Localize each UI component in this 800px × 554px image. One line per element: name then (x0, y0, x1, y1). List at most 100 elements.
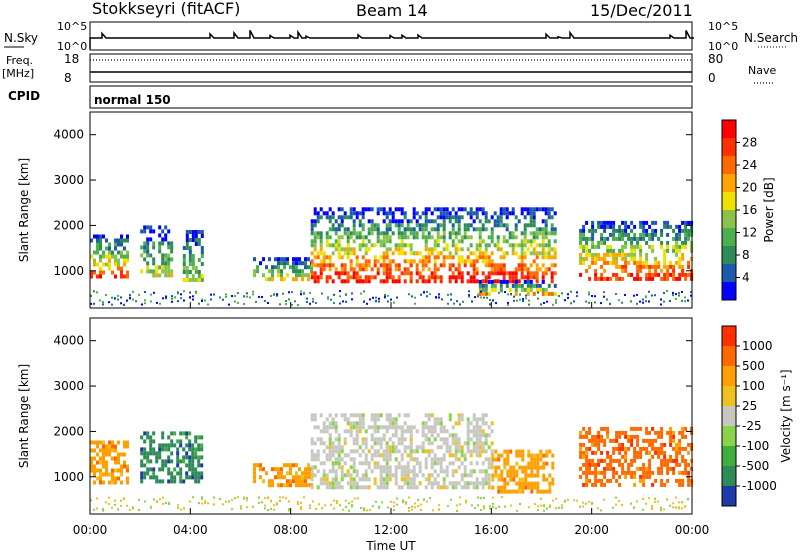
velocity-cell (657, 466, 661, 471)
velocity-cell (289, 479, 292, 484)
power-cell (385, 275, 389, 280)
scatter-cell (111, 303, 113, 306)
power-cell (520, 263, 524, 268)
velocity-cell (612, 470, 616, 475)
power-cell (382, 267, 386, 272)
velocity-cell (415, 457, 419, 462)
velocity-cell (445, 437, 449, 442)
velocity-cell (262, 479, 265, 484)
power-cell (152, 245, 156, 250)
date-label: 15/Dec/2011 (590, 1, 693, 20)
velocity-cell (358, 429, 362, 434)
power-cell (277, 265, 280, 270)
velocity-cell (90, 468, 93, 473)
velocity-cell (466, 441, 470, 446)
power-cell (511, 231, 515, 236)
power-cell (460, 235, 464, 240)
velocity-cell (397, 465, 401, 470)
velocity-cell (385, 461, 389, 466)
power-cell (439, 263, 443, 268)
velocity-cell (672, 470, 676, 475)
power-cell (334, 239, 338, 244)
power-cell (481, 291, 485, 296)
velocity-cell (687, 442, 691, 447)
velocity-cell (475, 441, 479, 446)
power-cell (126, 274, 129, 279)
power-cell (451, 243, 455, 248)
velocity-cell (397, 449, 401, 454)
power-cell (164, 265, 168, 270)
velocity-cell (624, 474, 628, 479)
power-cell (161, 269, 165, 274)
scatter-cell (663, 300, 665, 303)
power-cell (412, 235, 416, 240)
velocity-cell (126, 440, 129, 445)
velocity-cell (310, 457, 314, 462)
power-cell (544, 207, 548, 212)
power-cell (367, 231, 371, 236)
scatter-cell (408, 293, 410, 296)
velocity-cell (475, 425, 479, 430)
velocity-cell (597, 470, 601, 475)
scatter-cell (117, 508, 119, 511)
velocity-cell (594, 466, 598, 471)
power-cell (197, 230, 201, 234)
velocity-cell (503, 485, 507, 490)
power-cell (343, 211, 347, 216)
power-cell (502, 263, 506, 268)
power-cell (541, 255, 545, 260)
power-cell (388, 263, 392, 268)
velocity-cell (322, 421, 326, 426)
velocity-cell (179, 439, 183, 444)
scatter-cell (489, 299, 491, 302)
velocity-cell (630, 470, 634, 475)
velocity-cell (657, 454, 661, 459)
power-cell (499, 211, 503, 216)
velocity-cell (373, 421, 377, 426)
scatter-cell (111, 506, 113, 509)
power-cell (167, 253, 171, 258)
velocity-cell (669, 458, 673, 463)
velocity-cell (645, 438, 649, 443)
scatter-cell (498, 291, 500, 294)
power-cell (597, 240, 601, 245)
velocity-cell (403, 429, 407, 434)
velocity-cell (152, 447, 156, 452)
velocity-cell (161, 459, 165, 464)
power-cell (448, 235, 452, 240)
nave-tick-bottom: 0 (708, 71, 716, 85)
velocity-cell (191, 467, 195, 472)
velocity-cell (191, 451, 195, 456)
scatter-cell (411, 295, 413, 298)
scatter-cell (264, 496, 266, 499)
scatter-cell (504, 291, 506, 293)
nsearch-tick-top: 10^5 (708, 20, 738, 33)
power-cell (642, 232, 646, 237)
velocity-cell (542, 473, 546, 478)
velocity-cell (379, 425, 383, 430)
power-cell (606, 236, 610, 241)
velocity-cell (494, 473, 498, 478)
power-cell (126, 258, 129, 263)
power-cell (591, 260, 595, 265)
velocity-cell (143, 471, 147, 476)
power-cell (325, 239, 329, 244)
velocity-cell (376, 441, 380, 446)
velocity-cell (349, 485, 353, 490)
velocity-cell (536, 461, 540, 466)
velocity-cell (379, 465, 383, 470)
velocity-cell (515, 473, 519, 478)
velocity-cell (545, 449, 549, 454)
velocity-cell (439, 417, 443, 422)
power-cell (448, 255, 452, 260)
velocity-cell (325, 425, 329, 430)
power-cell (283, 261, 286, 266)
velocity-cell (600, 434, 604, 439)
scatter-cell (213, 503, 215, 506)
cpid-label: CPID (8, 89, 40, 103)
power-cell (268, 269, 271, 274)
power-cell (298, 261, 301, 266)
scatter-cell (285, 302, 287, 305)
velocity-cell (382, 485, 386, 490)
power-cell (523, 235, 527, 240)
